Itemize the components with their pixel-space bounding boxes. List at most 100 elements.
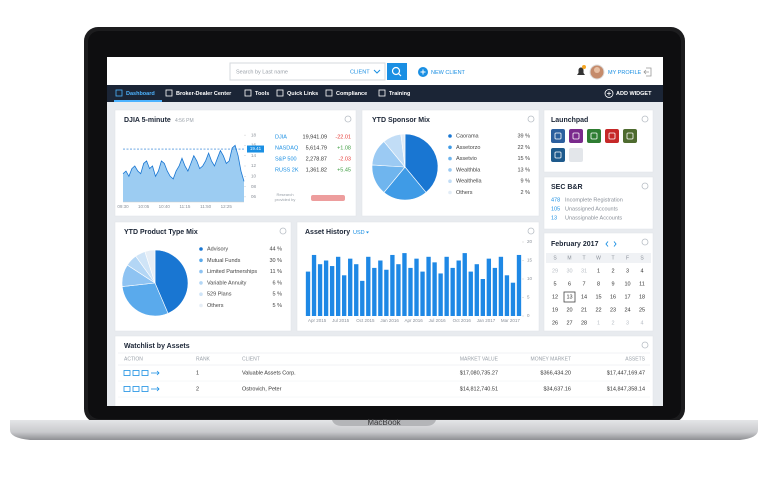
calendar-day[interactable]: 25	[639, 307, 645, 313]
nav-item[interactable]: Broker-Dealer Center	[176, 91, 232, 97]
quote-change: +1.08	[337, 145, 351, 151]
calendar-day[interactable]: 28	[581, 320, 587, 326]
legend-label: Mutual Funds	[207, 258, 241, 264]
action-icon[interactable]	[123, 370, 131, 376]
nav-item[interactable]: Quick Links	[287, 91, 318, 97]
bell-icon[interactable]	[577, 67, 585, 76]
sec-count[interactable]: 105	[551, 206, 560, 212]
action-icon[interactable]	[141, 386, 149, 392]
legend-label: Wealthella	[456, 179, 483, 185]
value-label: 6 %	[273, 280, 283, 286]
search-box[interactable]	[229, 62, 386, 81]
bar	[498, 256, 504, 316]
search-button[interactable]	[387, 63, 407, 80]
search-scope: CLIENT	[350, 69, 370, 75]
calendar-day[interactable]: 9	[611, 281, 614, 287]
settings-icon[interactable]	[279, 227, 287, 235]
calendar-day[interactable]: 22	[595, 307, 601, 313]
pie-slice	[400, 133, 406, 168]
calendar-day[interactable]: 8	[597, 281, 600, 287]
action-icon[interactable]	[141, 370, 149, 376]
logout-icon[interactable]	[643, 67, 652, 77]
weekday: M	[567, 255, 571, 261]
calendar-day[interactable]: 2	[611, 320, 614, 326]
app-icon[interactable]	[551, 129, 565, 143]
calendar-day[interactable]: 11	[639, 281, 645, 287]
calendar-day[interactable]: 15	[595, 294, 601, 300]
calendar-day[interactable]: 5	[553, 281, 556, 287]
calendar-day[interactable]: 23	[610, 307, 616, 313]
app-icon[interactable]	[623, 129, 637, 143]
bar	[378, 260, 383, 316]
app-icon[interactable]	[605, 129, 619, 143]
nav-icon	[325, 89, 333, 97]
calendar-day[interactable]: 4	[640, 320, 643, 326]
calendar-day[interactable]: 7	[582, 281, 585, 287]
calendar-day[interactable]: 10	[624, 281, 630, 287]
nav-item[interactable]: Tools	[255, 91, 269, 97]
calendar-day[interactable]: 20	[566, 307, 572, 313]
calendar-day[interactable]: 16	[610, 294, 616, 300]
cell: $14,847,358.14	[607, 386, 645, 392]
nav-item[interactable]: Compliance	[336, 91, 367, 97]
settings-icon[interactable]	[527, 115, 535, 123]
settings-icon[interactable]	[641, 182, 649, 190]
calendar-day[interactable]: 12	[552, 294, 558, 300]
next-month[interactable]	[613, 241, 617, 247]
x-tick-label: Jul 2016	[429, 318, 447, 323]
calendar-day[interactable]: 30	[566, 268, 572, 274]
new-client[interactable]: NEW CLIENT	[431, 70, 466, 76]
calendar-day[interactable]: 1	[597, 320, 600, 326]
my-profile[interactable]: MY PROFILE	[608, 70, 642, 76]
calendar-day[interactable]: 17	[624, 294, 630, 300]
calendar-day[interactable]: 27	[566, 320, 572, 326]
settings-icon[interactable]	[527, 227, 535, 235]
calendar-day[interactable]: 31	[581, 268, 587, 274]
calendar-day[interactable]: 21	[581, 307, 587, 313]
calendar-day[interactable]: 3	[626, 268, 629, 274]
cell: Ostrovich, Peter	[242, 386, 282, 392]
calendar-day[interactable]: 6	[568, 281, 571, 287]
panel-title: February 2017	[551, 241, 599, 248]
quote-change: +5.45	[337, 167, 351, 173]
nav-item[interactable]: Dashboard	[126, 91, 155, 97]
sec-count[interactable]: 13	[551, 215, 557, 221]
bar	[348, 258, 353, 316]
calendar-day[interactable]: 24	[624, 307, 630, 313]
calendar-day[interactable]: 1	[597, 268, 600, 274]
app-glyph	[554, 132, 562, 140]
calendar-day[interactable]: 19	[552, 307, 558, 313]
calendar-day[interactable]: 29	[552, 268, 558, 274]
action-icon[interactable]	[151, 370, 160, 376]
legend-label: Variable Annuity	[207, 280, 247, 286]
app-icon[interactable]	[569, 148, 583, 162]
calendar-day[interactable]: 4	[640, 268, 643, 274]
prev-month[interactable]	[605, 241, 609, 247]
settings-icon[interactable]	[641, 238, 649, 246]
nav-item[interactable]: Training	[389, 91, 410, 97]
calendar-day[interactable]: 2	[611, 268, 614, 274]
sec-count[interactable]: 478	[551, 197, 560, 203]
app-icon[interactable]	[569, 129, 583, 143]
app-icon[interactable]	[551, 148, 565, 162]
calendar-day[interactable]: 18	[639, 294, 645, 300]
legend-marker	[199, 247, 203, 251]
bar	[329, 266, 335, 316]
app-icon[interactable]	[587, 129, 601, 143]
calendar-day[interactable]: 14	[581, 294, 587, 300]
calendar-day[interactable]: 3	[626, 320, 629, 326]
calendar-day[interactable]: 26	[552, 320, 558, 326]
action-icon[interactable]	[123, 386, 131, 392]
settings-icon[interactable]	[641, 115, 649, 123]
x-tick-label: Oct 2015	[356, 318, 375, 323]
legend-label: Advisory	[207, 246, 228, 252]
calendar-day[interactable]: 13	[566, 294, 572, 300]
action-icon[interactable]	[132, 386, 140, 392]
action-icon[interactable]	[132, 370, 140, 376]
action-icon[interactable]	[151, 386, 160, 392]
value-label: 22 %	[517, 145, 530, 151]
settings-icon[interactable]	[344, 115, 352, 123]
currency-select[interactable]: USD	[353, 230, 365, 236]
add-widget[interactable]: ADD WIDGET	[616, 91, 652, 97]
settings-icon[interactable]	[641, 341, 649, 349]
